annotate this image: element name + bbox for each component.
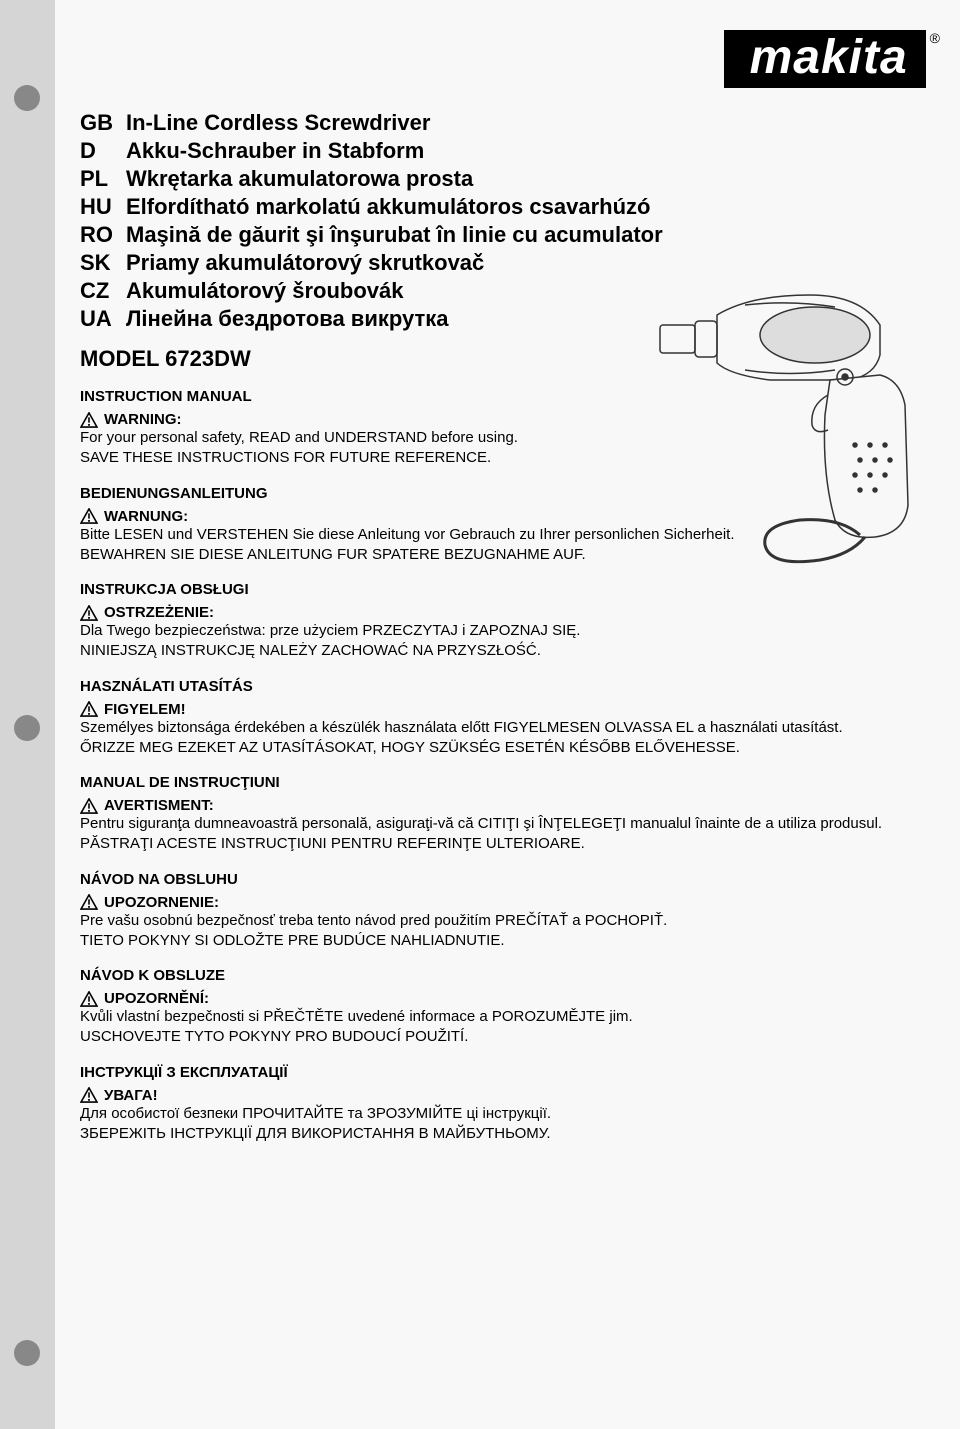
language-title: In-Line Cordless Screwdriver bbox=[126, 110, 430, 136]
section-heading: ІНСТРУКЦІЇ З ЕКСПЛУАТАЦІЇ bbox=[80, 1064, 940, 1081]
language-row: PLWkrętarka akumulatorowa prosta bbox=[80, 166, 940, 192]
language-title: Wkrętarka akumulatorowa prosta bbox=[126, 166, 473, 192]
warning-line: OSTRZEŻENIE: bbox=[80, 604, 940, 621]
language-title: Priamy akumulátorový skrutkovač bbox=[126, 250, 484, 276]
language-row: GBIn-Line Cordless Screwdriver bbox=[80, 110, 940, 136]
language-code: D bbox=[80, 138, 126, 164]
language-row: HUElfordítható markolatú akkumulátoros c… bbox=[80, 194, 940, 220]
section-heading: HASZNÁLATI UTASÍTÁS bbox=[80, 678, 940, 695]
warning-label: WARNING: bbox=[104, 411, 182, 428]
language-code: CZ bbox=[80, 278, 126, 304]
instruction-text: PĂSTRAŢI ACESTE INSTRUCŢIUNI PENTRU REFE… bbox=[80, 834, 940, 854]
language-code: RO bbox=[80, 222, 126, 248]
warning-label: УВАГА! bbox=[104, 1087, 158, 1104]
language-title: Elfordítható markolatú akkumulátoros csa… bbox=[126, 194, 650, 220]
punch-hole bbox=[14, 715, 40, 741]
warning-label: AVERTISMENT: bbox=[104, 797, 214, 814]
language-title: Лінейна бездротова викрутка bbox=[126, 306, 449, 332]
punch-hole bbox=[14, 85, 40, 111]
punch-hole bbox=[14, 1340, 40, 1366]
language-row: ROMaşină de găurit şi înşurubat în linie… bbox=[80, 222, 940, 248]
brand-logo: makita® bbox=[660, 30, 940, 88]
logo-text: makita bbox=[724, 30, 926, 88]
language-code: PL bbox=[80, 166, 126, 192]
instruction-text: Для особистої безпеки ПРОЧИТАЙТЕ та ЗРОЗ… bbox=[80, 1104, 940, 1124]
warning-label: OSTRZEŻENIE: bbox=[104, 604, 214, 621]
section-heading: MANUAL DE INSTRUCŢIUNI bbox=[80, 774, 940, 791]
section-heading: NÁVOD K OBSLUZE bbox=[80, 967, 940, 984]
warning-triangle-icon bbox=[80, 412, 98, 428]
warning-label: FIGYELEM! bbox=[104, 701, 186, 718]
section-heading: NÁVOD NA OBSLUHU bbox=[80, 871, 940, 888]
instruction-text: ЗБЕРЕЖІТЬ ІНСТРУКЦІЇ ДЛЯ ВИКОРИСТАННЯ В … bbox=[80, 1124, 940, 1144]
instruction-text: Pre vašu osobnú bezpečnosť treba tento n… bbox=[80, 911, 940, 931]
warning-triangle-icon bbox=[80, 701, 98, 717]
language-title: Akumulátorový šroubovák bbox=[126, 278, 404, 304]
instruction-text: USCHOVEJTE TYTO POKYNY PRO BUDOUCÍ POUŽI… bbox=[80, 1027, 940, 1047]
language-row: SKPriamy akumulátorový skrutkovač bbox=[80, 250, 940, 276]
page-content: makita® GBIn-Line Cordless ScrewdriverDA… bbox=[80, 30, 940, 1144]
instruction-text: Dla Twego bezpieczeństwa: prze użyciem P… bbox=[80, 621, 940, 641]
punch-strip bbox=[0, 0, 55, 1429]
warning-triangle-icon bbox=[80, 798, 98, 814]
warning-label: WARNUNG: bbox=[104, 508, 188, 525]
warning-line: AVERTISMENT: bbox=[80, 797, 940, 814]
instruction-text: TIETO POKYNY SI ODLOŽTE PRE BUDÚCE NAHLI… bbox=[80, 931, 940, 951]
warning-line: UPOZORNĚNÍ: bbox=[80, 990, 940, 1007]
warning-triangle-icon bbox=[80, 508, 98, 524]
warning-line: FIGYELEM! bbox=[80, 701, 940, 718]
language-title: Maşină de găurit şi înşurubat în linie c… bbox=[126, 222, 663, 248]
warning-label: UPOZORNENIE: bbox=[104, 894, 219, 911]
warning-line: УВАГА! bbox=[80, 1087, 940, 1104]
warning-label: UPOZORNĚNÍ: bbox=[104, 990, 209, 1007]
product-illustration bbox=[650, 285, 950, 575]
logo-registered: ® bbox=[930, 30, 940, 46]
instruction-text: Személyes biztonsága érdekében a készülé… bbox=[80, 718, 940, 738]
warning-triangle-icon bbox=[80, 894, 98, 910]
language-code: SK bbox=[80, 250, 126, 276]
warning-triangle-icon bbox=[80, 605, 98, 621]
language-code: HU bbox=[80, 194, 126, 220]
section-heading: INSTRUKCJA OBSŁUGI bbox=[80, 581, 940, 598]
language-code: GB bbox=[80, 110, 126, 136]
instruction-text: NINIEJSZĄ INSTRUKCJĘ NALEŻY ZACHOWAĆ NA … bbox=[80, 641, 940, 661]
language-row: DAkku-Schrauber in Stabform bbox=[80, 138, 940, 164]
warning-triangle-icon bbox=[80, 991, 98, 1007]
instruction-text: Pentru siguranţa dumneavoastră personală… bbox=[80, 814, 940, 834]
instruction-text: ŐRIZZE MEG EZEKET AZ UTASÍTÁSOKAT, HOGY … bbox=[80, 738, 940, 758]
warning-triangle-icon bbox=[80, 1087, 98, 1103]
language-code: UA bbox=[80, 306, 126, 332]
instruction-text: Kvůli vlastní bezpečnosti si PŘEČTĚTE uv… bbox=[80, 1007, 940, 1027]
language-title: Akku-Schrauber in Stabform bbox=[126, 138, 424, 164]
warning-line: UPOZORNENIE: bbox=[80, 894, 940, 911]
